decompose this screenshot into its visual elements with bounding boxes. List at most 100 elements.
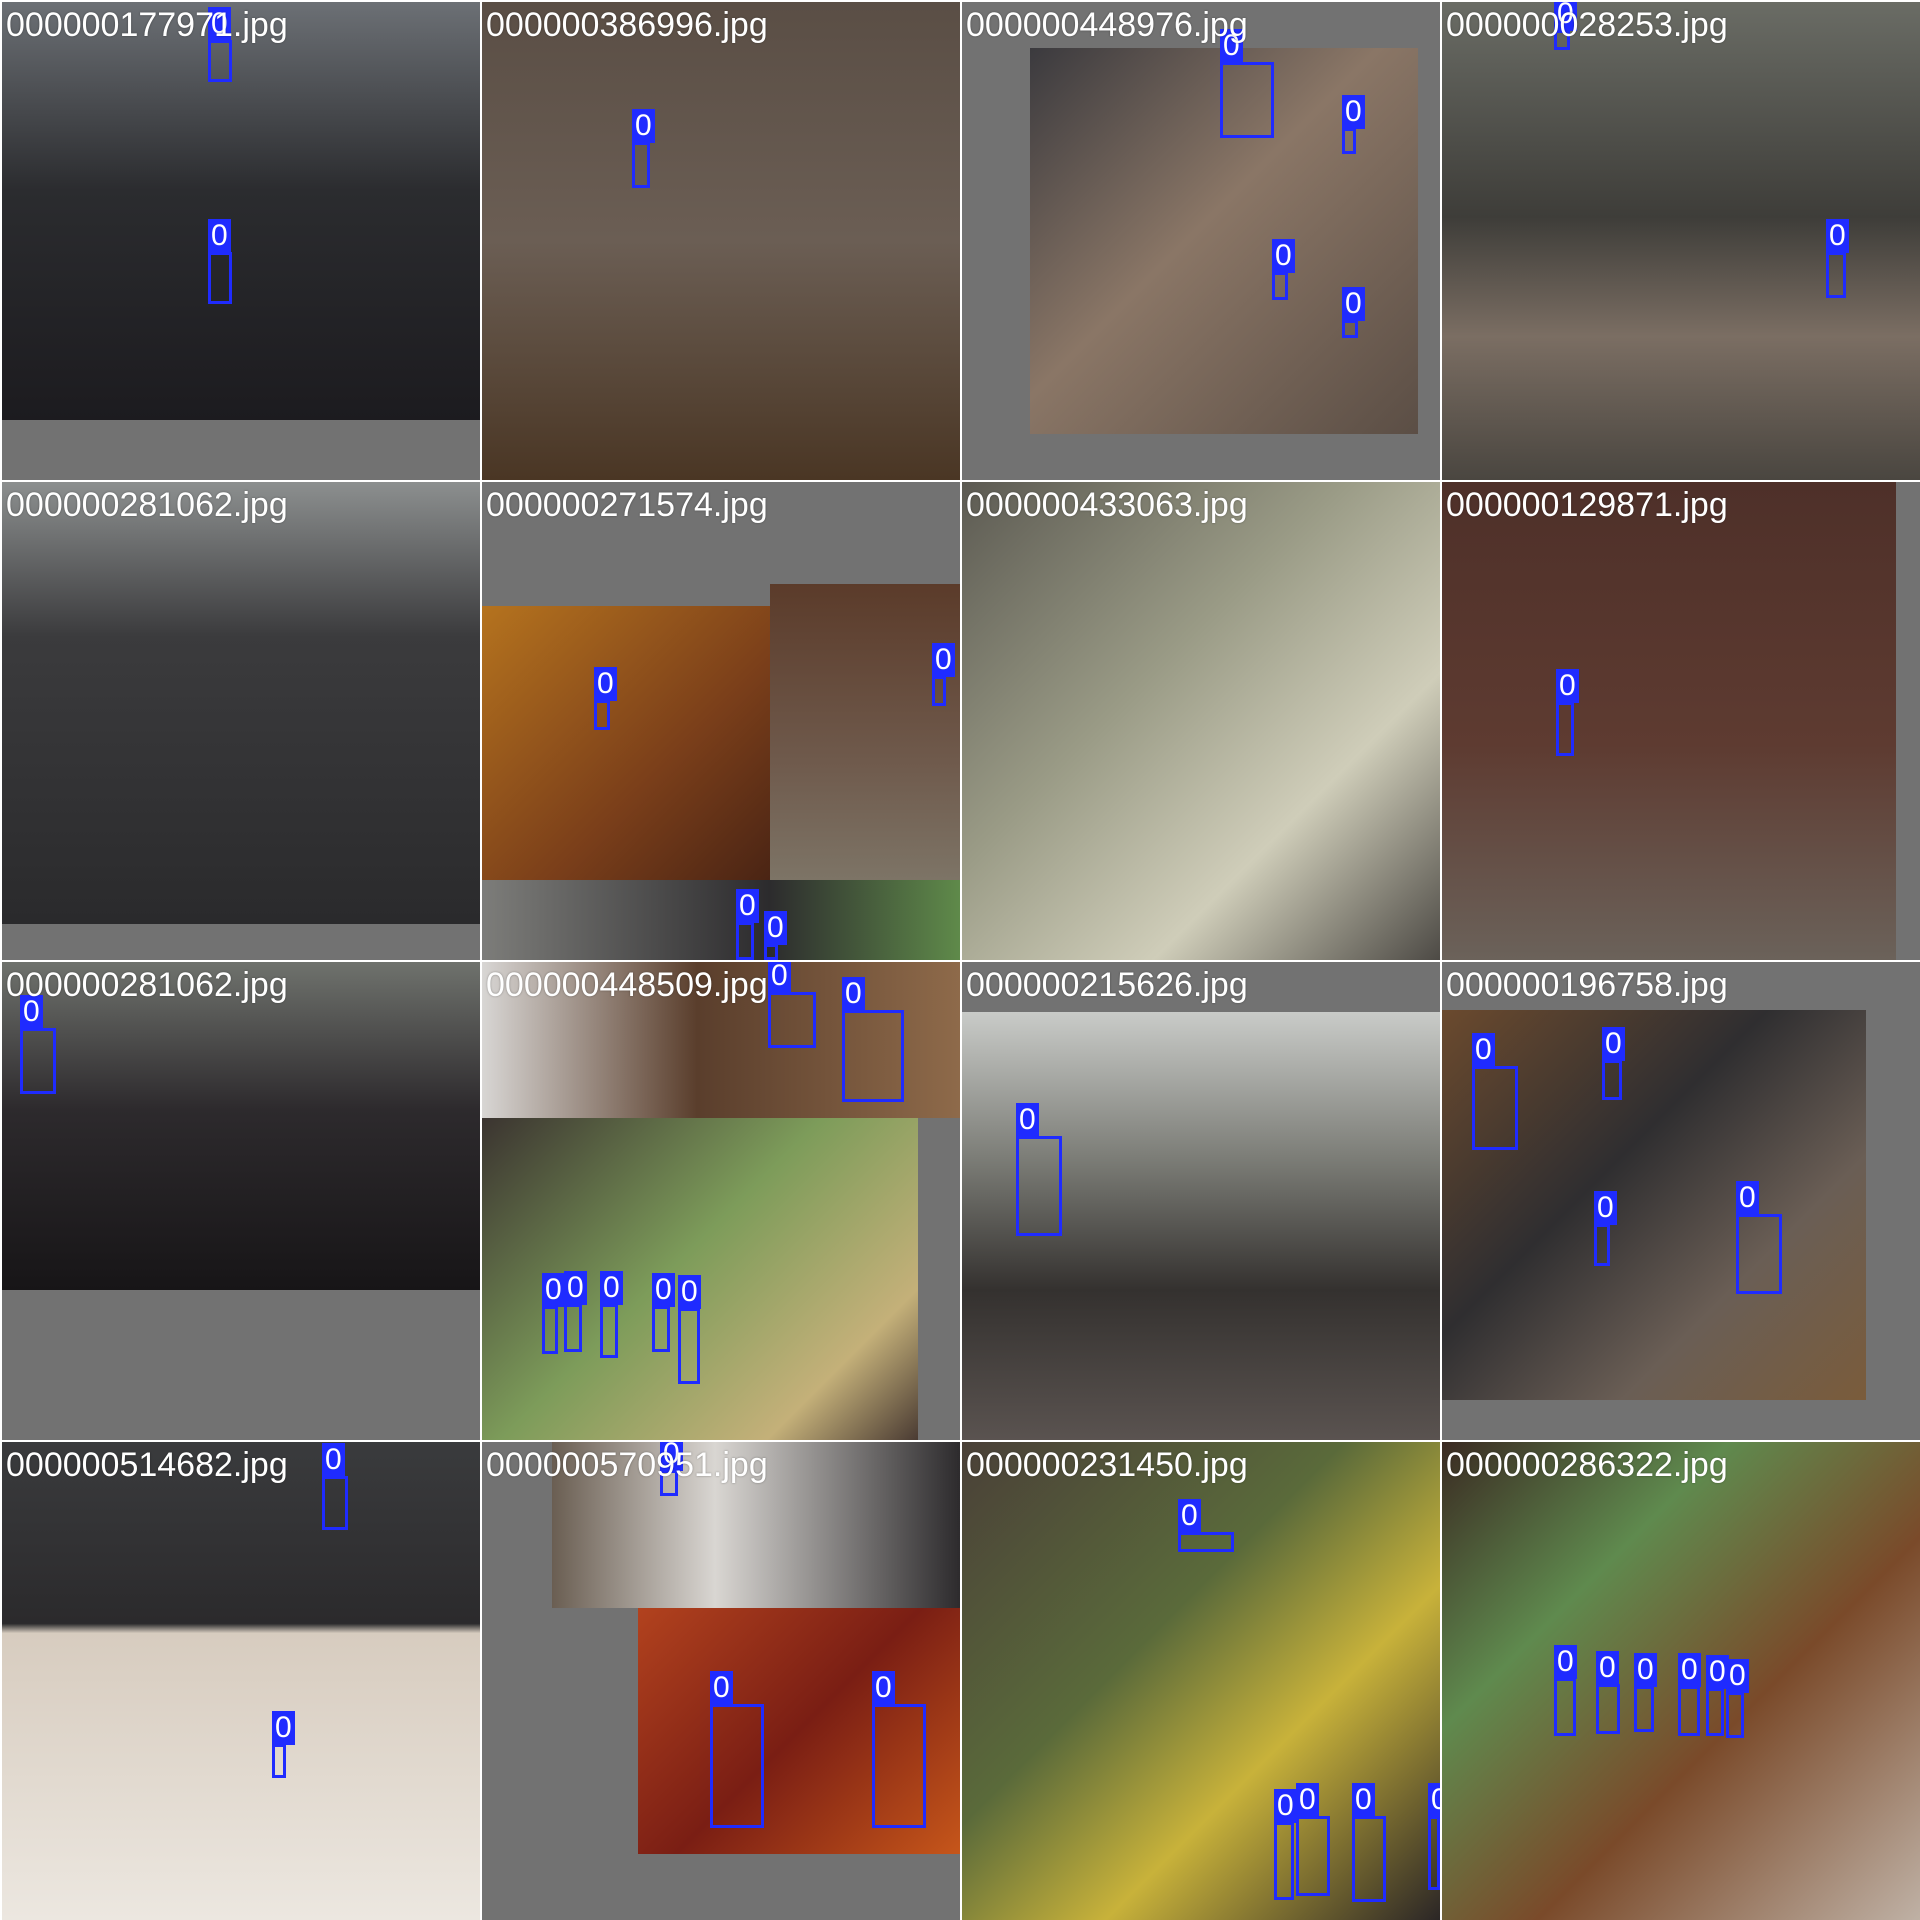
detection-box: 0 <box>1678 1653 1701 1736</box>
tile-filename: 000000448976.jpg <box>966 6 1248 44</box>
box-label: 0 <box>272 1711 295 1745</box>
tile-16[interactable]: 000000286322.jpg 0 0 0 0 0 0 <box>1442 1442 1920 1920</box>
detection-box: 0 <box>208 219 232 304</box>
box-label: 0 <box>652 1273 675 1307</box>
detection-box: 0 <box>632 109 655 188</box>
tile-photo <box>962 1442 1440 1920</box>
detection-box: 0 <box>764 911 787 960</box>
tile-filename: 000000177971.jpg <box>6 6 288 44</box>
detection-box: 0 <box>272 1711 295 1778</box>
box-label: 0 <box>736 889 759 923</box>
box-label: 0 <box>1272 239 1295 273</box>
box-label: 0 <box>1220 29 1243 63</box>
tile-photo <box>2 962 480 1290</box>
box-label: 0 <box>1706 1655 1729 1689</box>
box-label: 0 <box>1472 1033 1495 1067</box>
detection-box: 0 <box>322 1443 348 1530</box>
detection-box: 0 <box>20 995 56 1094</box>
detection-box: 0 <box>932 643 955 706</box>
box-label: 0 <box>1726 1659 1749 1693</box>
tile-photo <box>2 482 480 924</box>
tile-photo <box>482 962 960 1118</box>
detection-box: 0 <box>600 1271 623 1358</box>
tile-11[interactable]: 000000215626.jpg 0 <box>962 962 1440 1440</box>
detection-box: 0 <box>1428 1783 1440 1890</box>
detection-box: 0 <box>1274 1789 1297 1900</box>
tile-photo <box>482 2 960 480</box>
box-label: 0 <box>1736 1181 1759 1215</box>
detection-box: 0 <box>1554 1645 1577 1736</box>
box-label: 0 <box>1826 219 1849 253</box>
tile-photo <box>638 1608 960 1854</box>
tile-filename: 000000231450.jpg <box>966 1446 1248 1484</box>
tile-filename: 000000514682.jpg <box>6 1446 288 1484</box>
tile-14[interactable]: 000000570951.jpg 0 0 0 <box>482 1442 960 1920</box>
tile-2[interactable]: 000000386996.jpg 0 <box>482 2 960 480</box>
tile-3[interactable]: 000000448976.jpg 0 0 0 0 <box>962 2 1440 480</box>
tile-photo <box>962 482 1440 960</box>
tile-photo <box>2 1442 480 1920</box>
tile-filename: 000000281062.jpg <box>6 486 288 524</box>
detection-box: 0 <box>1556 669 1579 756</box>
detection-box: 0 <box>652 1273 675 1352</box>
detection-box: 0 <box>1352 1783 1386 1902</box>
box-label: 0 <box>1428 1783 1440 1817</box>
tile-filename: 000000433063.jpg <box>966 486 1248 524</box>
tile-photo <box>770 584 960 880</box>
box-label: 0 <box>932 643 955 677</box>
tile-5[interactable]: 000000281062.jpg <box>2 482 480 960</box>
tile-photo <box>2 2 480 420</box>
tile-filename: 000000129871.jpg <box>1446 486 1728 524</box>
detection-box: 0 <box>1220 29 1274 138</box>
box-label: 0 <box>1634 1653 1657 1687</box>
detection-box: 0 <box>1016 1103 1062 1236</box>
tile-7[interactable]: 000000433063.jpg <box>962 482 1440 960</box>
tile-8[interactable]: 000000129871.jpg 0 <box>1442 482 1920 960</box>
detection-box: 0 <box>564 1271 587 1352</box>
detection-box: 0 <box>1178 1499 1234 1552</box>
tile-photo <box>482 606 770 880</box>
detection-box: 0 <box>208 7 232 82</box>
box-label: 0 <box>1342 287 1365 321</box>
detection-box: 0 <box>1726 1659 1749 1738</box>
box-label: 0 <box>1554 2 1577 31</box>
tile-filename: 000000196758.jpg <box>1446 966 1728 1004</box>
tile-10[interactable]: 000000448509.jpg 0 0 0 0 0 0 0 <box>482 962 960 1440</box>
detection-box: 0 <box>1634 1653 1657 1732</box>
tile-filename: 000000271574.jpg <box>486 486 768 524</box>
box-label: 0 <box>1594 1191 1617 1225</box>
detection-box: 0 <box>678 1275 701 1384</box>
tile-photo <box>482 880 960 960</box>
tile-filename: 000000281062.jpg <box>6 966 288 1004</box>
detection-box: 0 <box>1826 219 1849 298</box>
tile-13[interactable]: 000000514682.jpg 0 0 <box>2 1442 480 1920</box>
detection-box: 0 <box>660 1442 683 1496</box>
tile-12[interactable]: 000000196758.jpg 0 0 0 0 <box>1442 962 1920 1440</box>
detection-box: 0 <box>842 977 904 1102</box>
tile-photo <box>1442 1010 1866 1400</box>
tile-filename: 000000286322.jpg <box>1446 1446 1728 1484</box>
detection-box: 0 <box>768 962 816 1048</box>
box-label: 0 <box>600 1271 623 1305</box>
box-label: 0 <box>678 1275 701 1309</box>
tile-photo <box>962 1012 1440 1440</box>
tile-1[interactable]: 000000177971.jpg 0 0 <box>2 2 480 480</box>
box-label: 0 <box>1342 95 1365 129</box>
tile-15[interactable]: 000000231450.jpg 0 0 0 0 0 <box>962 1442 1440 1920</box>
box-label: 0 <box>1274 1789 1297 1823</box>
detection-box: 0 <box>710 1671 764 1828</box>
tile-4[interactable]: 000000028253.jpg 0 0 <box>1442 2 1920 480</box>
tile-9[interactable]: 000000281062.jpg 0 <box>2 962 480 1440</box>
tile-6[interactable]: 000000271574.jpg 0 0 0 0 <box>482 482 960 960</box>
tile-photo <box>1442 482 1896 960</box>
box-label: 0 <box>764 911 787 945</box>
box-label: 0 <box>768 962 791 993</box>
tile-filename: 000000448509.jpg <box>486 966 768 1004</box>
detection-box: 0 <box>594 667 617 730</box>
box-label: 0 <box>660 1442 683 1471</box>
detection-box: 0 <box>1342 95 1365 154</box>
box-label: 0 <box>542 1273 565 1307</box>
box-label: 0 <box>564 1271 587 1305</box>
detection-box: 0 <box>1594 1191 1617 1266</box>
